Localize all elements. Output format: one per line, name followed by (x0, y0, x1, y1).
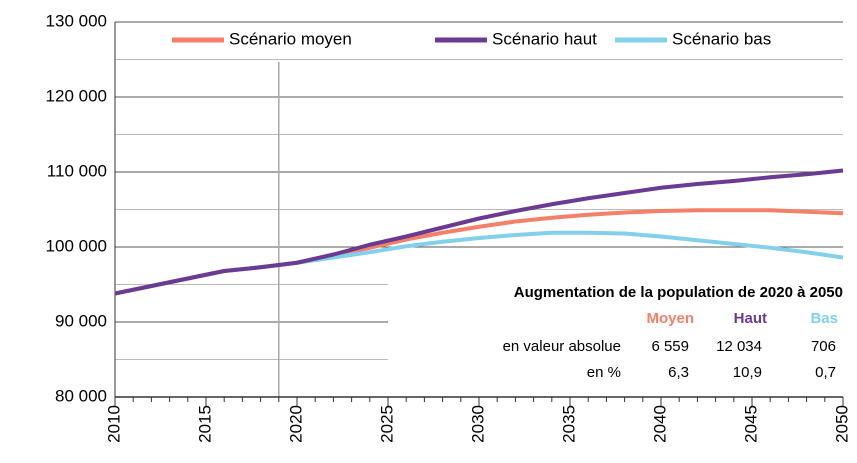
series-line (114, 168, 844, 296)
x-tick-label: 2010 (104, 405, 123, 443)
inset-cell: 6,3 (668, 364, 689, 381)
x-tick-label: 2025 (377, 405, 396, 443)
inset-row-label: en % (587, 364, 621, 381)
inset-column-header: Haut (734, 310, 767, 327)
x-tick-label: 2040 (650, 405, 669, 443)
legend-box (165, 24, 815, 58)
legend-label: Scénario haut (492, 29, 597, 48)
y-tick-label: 120 000 (46, 86, 107, 105)
inset-cell: 0,7 (815, 364, 836, 381)
legend-label: Scénario moyen (229, 29, 352, 48)
x-tick-label: 2045 (741, 405, 760, 443)
inset-title: Augmentation de la population de 2020 à … (514, 284, 843, 301)
y-tick-label: 130 000 (46, 11, 107, 30)
inset-cell: 706 (811, 338, 836, 355)
y-tick-label: 110 000 (47, 161, 107, 180)
x-tick-label: 2015 (195, 405, 214, 443)
x-tick-label: 2020 (286, 405, 305, 443)
x-tick-label: 2050 (832, 405, 851, 443)
x-tick-label: 2035 (559, 405, 578, 443)
inset-cell: 6 559 (651, 338, 689, 355)
x-tick-label: 2030 (468, 405, 487, 443)
y-tick-label: 100 000 (46, 236, 107, 255)
inset-cell: 10,9 (733, 364, 762, 381)
inset-column-header: Bas (810, 310, 838, 327)
inset-column-header: Moyen (646, 310, 694, 327)
inset-box (388, 272, 850, 390)
legend-label: Scénario bas (672, 29, 771, 48)
y-tick-label: 80 000 (55, 386, 107, 405)
y-tick-label: 90 000 (55, 311, 107, 330)
inset-row-label: en valeur absolue (503, 338, 621, 355)
inset-cell: 12 034 (716, 338, 762, 355)
